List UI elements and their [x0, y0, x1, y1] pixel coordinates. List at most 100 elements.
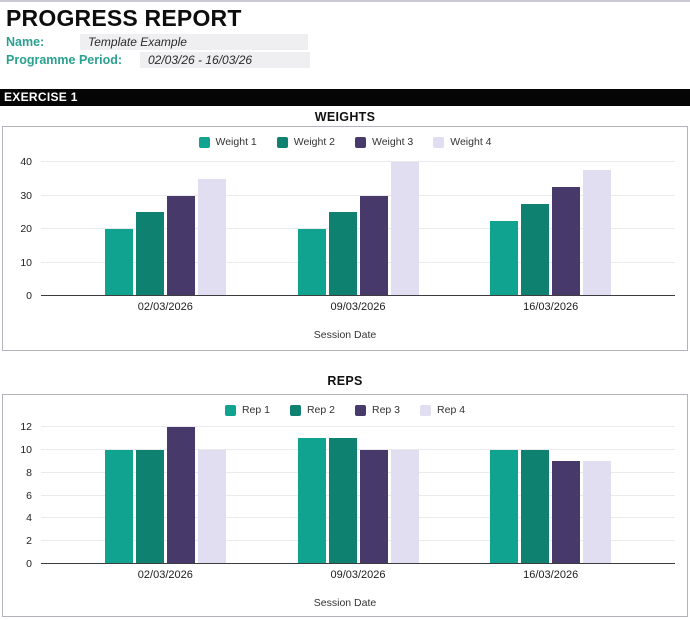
chart-legend: Weight 1 Weight 2 Weight 3 Weight 4: [3, 136, 687, 148]
bar: [490, 220, 519, 296]
legend-swatch-icon: [433, 136, 445, 148]
chart-legend: Rep 1 Rep 2 Rep 3 Rep 4: [3, 404, 687, 416]
reps-chart[interactable]: Rep 1 Rep 2 Rep 3 Rep 4 0 2 4 6 8 10 12 02/03/202…: [2, 394, 688, 617]
legend-swatch-icon: [276, 136, 288, 148]
x-axis-title: Session Date: [313, 597, 377, 609]
bar: [197, 449, 226, 564]
y-tick-label: 12: [20, 421, 32, 433]
x-axis-line: [41, 295, 675, 296]
page-title: PROGRESS REPORT: [6, 5, 242, 31]
legend-swatch-icon: [355, 136, 366, 148]
programme-period-input[interactable]: 02/03/26 - 16/03/26: [140, 52, 310, 68]
bar: [297, 438, 326, 564]
gridline: [41, 194, 675, 196]
y-tick-label: 8: [26, 466, 32, 479]
gridline: [41, 448, 675, 450]
exercise-section-header: EXERCISE 1: [0, 89, 690, 106]
y-tick-label: 10: [20, 443, 32, 456]
legend-item: Weight 4: [433, 136, 492, 148]
legend-label: Weight 2: [293, 136, 335, 148]
bar: [390, 162, 419, 296]
programme-period-label: Programme Period:: [6, 53, 123, 67]
bar: [583, 170, 612, 296]
legend-item: Weight 2: [276, 136, 335, 148]
legend-item: Rep 1: [224, 404, 270, 416]
y-tick-label: 2: [26, 535, 32, 548]
reps-chart-title: REPS: [327, 374, 363, 388]
top-divider: [0, 0, 690, 2]
bar: [166, 195, 195, 296]
bar-groups: [41, 162, 675, 296]
bar-group: [262, 427, 455, 564]
y-tick-label: 10: [20, 256, 32, 269]
bar-groups: [41, 427, 675, 564]
legend-swatch-icon: [224, 404, 236, 416]
name-label: Name:: [6, 35, 45, 49]
y-axis-labels: 0 2 4 6 8 10 12: [3, 422, 37, 570]
bar-group: [454, 162, 647, 296]
weights-chart[interactable]: Weight 1 Weight 2 Weight 3 Weight 4 0 10 20 30…: [2, 126, 688, 351]
weights-chart-title: WEIGHTS: [314, 110, 376, 124]
gridline: [41, 161, 675, 162]
x-tick-label: 09/03/2026: [330, 301, 386, 313]
gridline: [41, 517, 675, 519]
legend-label: Rep 2: [306, 404, 335, 416]
gridlines: [41, 161, 675, 296]
legend-swatch-icon: [198, 136, 210, 148]
y-tick-label: 20: [20, 223, 32, 235]
bar: [583, 461, 612, 564]
bar-group: [69, 427, 262, 564]
x-tick-label: 09/03/2026: [330, 569, 386, 581]
x-axis-title: Session Date: [313, 329, 377, 341]
x-tick-label: 16/03/2026: [523, 569, 579, 581]
legend-swatch-icon: [355, 404, 366, 416]
legend-item: Rep 2: [289, 404, 335, 416]
legend-item: Rep 4: [420, 404, 465, 416]
x-tick-label: 16/03/2026: [523, 301, 579, 313]
bar: [297, 229, 326, 296]
legend-label: Rep 3: [372, 404, 401, 416]
legend-label: Rep 1: [241, 404, 270, 416]
y-tick-label: 0: [26, 558, 32, 570]
name-input[interactable]: Template Example: [80, 34, 308, 50]
bar: [359, 449, 388, 564]
bar: [359, 195, 388, 296]
bar: [490, 449, 519, 564]
legend-item: Rep 3: [355, 404, 400, 416]
programme-period-field-row: Programme Period: 02/03/26 - 16/03/26: [0, 52, 690, 68]
x-tick-label: 02/03/2026: [137, 569, 193, 581]
legend-label: Weight 1: [215, 136, 257, 148]
y-tick-label: 30: [20, 189, 32, 202]
bar: [521, 203, 550, 296]
gridline: [41, 261, 675, 263]
y-axis-labels: 0 10 20 30 40: [3, 157, 37, 302]
y-tick-label: 0: [26, 290, 32, 302]
bar: [135, 449, 164, 564]
legend-swatch-icon: [420, 404, 432, 416]
gridline: [41, 494, 675, 496]
bar: [328, 212, 357, 296]
legend-swatch-icon: [289, 404, 301, 416]
bar: [135, 212, 164, 296]
gridlines: [41, 426, 675, 564]
y-tick-label: 4: [26, 512, 32, 525]
gridline: [41, 228, 675, 229]
gridline: [41, 540, 675, 542]
bar: [104, 229, 133, 296]
y-tick-label: 6: [26, 489, 32, 502]
x-axis-labels: 02/03/2026 09/03/2026 16/03/2026: [41, 569, 675, 581]
bar-group: [69, 162, 262, 296]
legend-label: Weight 4: [450, 136, 492, 148]
gridline: [41, 471, 675, 473]
x-axis-labels: 02/03/2026 09/03/2026 16/03/2026: [41, 301, 675, 313]
legend-label: Rep 4: [437, 404, 466, 416]
bar: [104, 449, 133, 564]
bar: [552, 187, 581, 296]
bar: [521, 449, 550, 564]
bar: [166, 427, 195, 564]
legend-label: Weight 3: [372, 136, 414, 148]
bar: [390, 449, 419, 564]
legend-item: Weight 1: [198, 136, 257, 148]
x-tick-label: 02/03/2026: [137, 301, 193, 313]
